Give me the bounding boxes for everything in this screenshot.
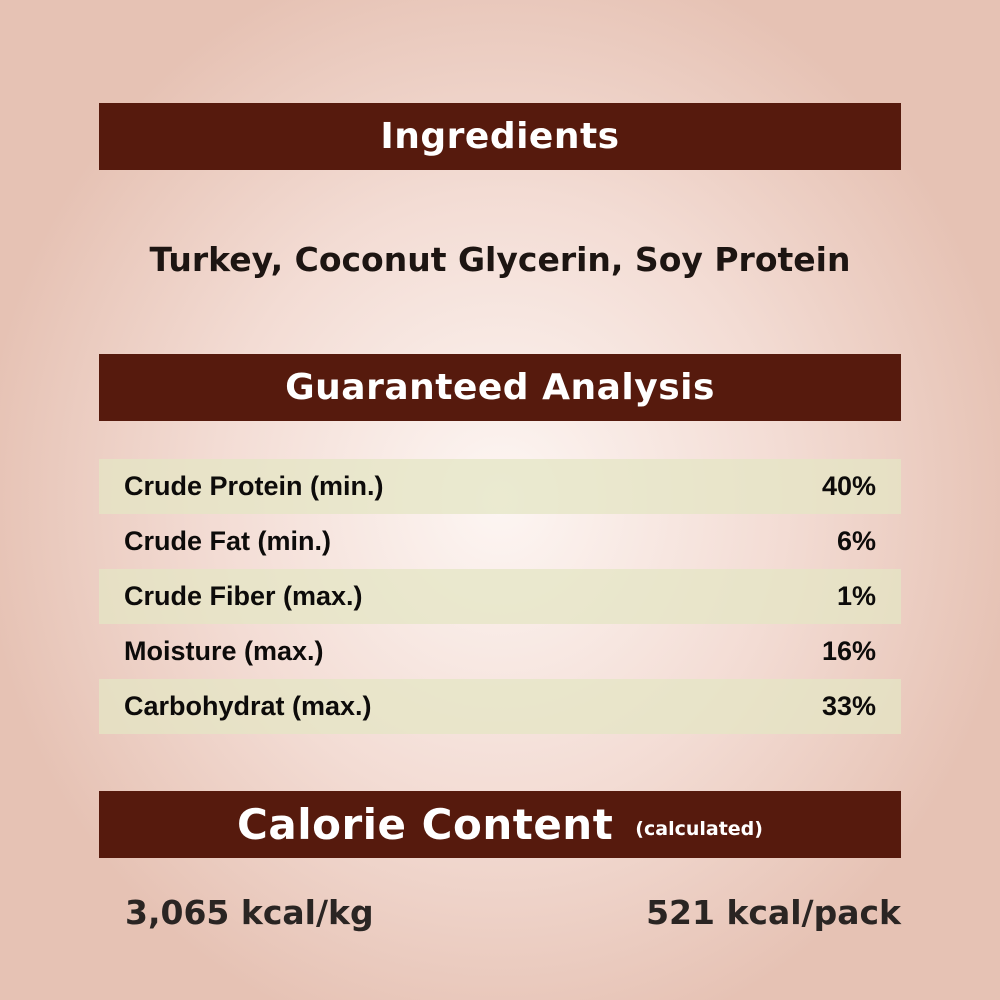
row-label: Crude Fat (min.) [124, 526, 331, 556]
row-value: 40% [821, 471, 876, 501]
kcal-per-kg: 3,065 kcal/kg [125, 893, 374, 932]
row-label: Carbohydrat (max.) [124, 691, 372, 721]
table-row: Moisture (max.) 16% [99, 624, 901, 679]
analysis-header: Guaranteed Analysis [99, 354, 901, 421]
kcal-per-pack: 521 kcal/pack [646, 893, 901, 932]
row-value: 16% [821, 636, 876, 666]
row-label: Crude Fiber (max.) [124, 581, 363, 611]
table-row: Crude Fat (min.) 6% [99, 514, 901, 569]
calorie-note: (calculated) [635, 817, 763, 840]
ingredients-header: Ingredients [99, 103, 901, 170]
row-value: 33% [821, 691, 876, 721]
row-label: Moisture (max.) [124, 636, 324, 666]
ingredients-list: Turkey, Coconut Glycerin, Soy Protein [149, 240, 851, 279]
ingredients-heading: Ingredients [380, 116, 620, 157]
calorie-heading: Calorie Content [237, 800, 614, 849]
table-row: Crude Protein (min.) 40% [99, 459, 901, 514]
row-value: 6% [836, 526, 876, 556]
analysis-heading: Guaranteed Analysis [285, 367, 715, 408]
calorie-header: Calorie Content (calculated) [99, 791, 901, 858]
table-row: Carbohydrat (max.) 33% [99, 679, 901, 734]
analysis-table: Crude Protein (min.) 40% Crude Fat (min.)… [99, 459, 901, 734]
row-value: 1% [836, 581, 876, 611]
table-row: Crude Fiber (max.) 1% [99, 569, 901, 624]
row-label: Crude Protein (min.) [124, 471, 384, 501]
